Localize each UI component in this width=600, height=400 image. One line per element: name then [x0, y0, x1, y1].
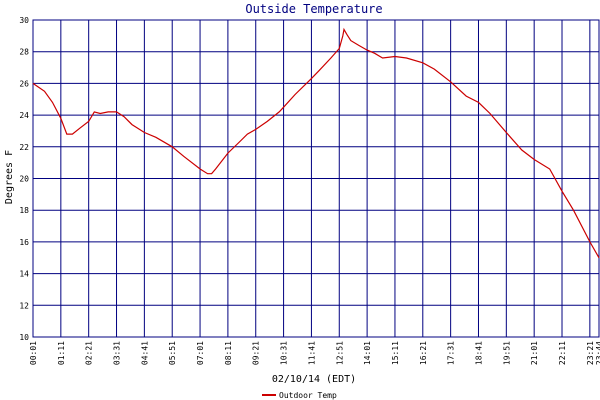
- legend-label-outdoor-temp: Outdoor Temp: [279, 391, 337, 400]
- x-tick-label: 22:11: [558, 341, 567, 365]
- x-axis-label: 02/10/14 (EDT): [272, 374, 356, 385]
- series-line-outdoor-temp: [32, 27, 600, 259]
- x-tick-label: 09:21: [252, 341, 261, 365]
- legend: Outdoor Temp: [262, 391, 337, 400]
- y-tick-label: 10: [19, 333, 29, 342]
- x-tick-label: 12:51: [335, 341, 344, 365]
- y-tick-label: 16: [19, 238, 29, 247]
- x-tick-label: 16:21: [419, 341, 428, 365]
- y-tick-label: 18: [19, 206, 29, 215]
- x-tick-label: 17:31: [447, 341, 456, 365]
- y-tick-label: 30: [19, 16, 29, 25]
- x-tick-label: 19:51: [502, 341, 511, 365]
- x-tick-label: 21:01: [530, 341, 539, 365]
- y-tick-labels: 10 12 14 16 18 20 22 24 26 28 30: [19, 16, 29, 342]
- x-tick-label: 00:01: [29, 341, 38, 365]
- x-tick-label: 02:21: [85, 341, 94, 365]
- y-tick-label: 14: [19, 270, 29, 279]
- y-axis-label: Degrees F: [4, 150, 15, 204]
- y-tick-label: 22: [19, 143, 29, 152]
- x-tick-label: 07:01: [196, 341, 205, 365]
- x-tick-label: 18:41: [474, 341, 483, 365]
- y-tick-label: 12: [19, 301, 29, 310]
- x-tick-labels: 00:01 01:11 02:21 03:31 04:41 05:51 07:01 08:11…: [29, 341, 600, 365]
- x-tick-label: 23:44: [595, 341, 600, 365]
- chart-title: Outside Temperature: [245, 2, 382, 16]
- x-tick-label: 08:11: [224, 341, 233, 365]
- x-tick-label: 03:31: [113, 341, 122, 365]
- x-tick-label: 05:51: [168, 341, 177, 365]
- y-tick-label: 28: [19, 48, 29, 57]
- x-tick-label: 14:01: [363, 341, 372, 365]
- x-tick-label: 15:11: [391, 341, 400, 365]
- x-tick-label: 10:31: [280, 341, 289, 365]
- y-tick-label: 20: [19, 175, 29, 184]
- y-tick-label: 26: [19, 79, 29, 88]
- x-tick-label: 23:21: [586, 341, 595, 365]
- x-tick-label: 11:41: [307, 341, 316, 365]
- y-tick-label: 24: [19, 111, 29, 120]
- x-tick-label: 04:41: [140, 341, 149, 365]
- plot-frame: [32, 19, 600, 338]
- x-tick-label: 01:11: [57, 341, 66, 365]
